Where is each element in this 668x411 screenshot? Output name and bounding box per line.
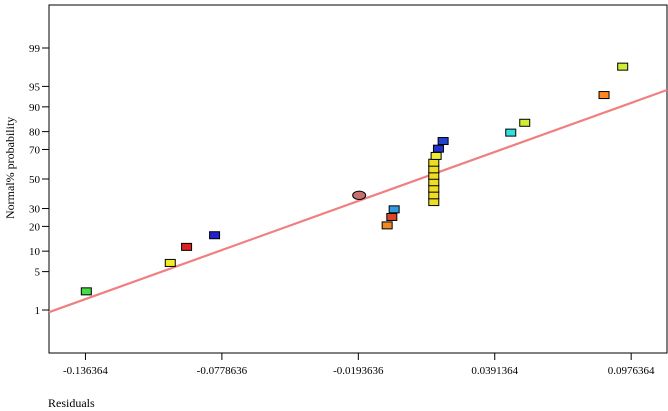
x-tick-label: -0.0193636 xyxy=(333,365,384,377)
data-point xyxy=(428,165,440,174)
y-tick-label: 50 xyxy=(29,174,41,186)
data-point xyxy=(617,62,629,71)
fit-line xyxy=(48,88,668,314)
data-point xyxy=(428,158,440,167)
y-tick-label: 99 xyxy=(29,43,41,55)
y-axis-ticks: 1 5 10 20 30 50 70 80 90 95 99 xyxy=(29,43,49,317)
data-point xyxy=(428,191,440,200)
data-point xyxy=(388,205,400,214)
y-tick-label: 10 xyxy=(29,246,41,258)
y-axis-title: Normal% probability xyxy=(3,116,17,219)
data-points xyxy=(80,62,629,296)
data-point xyxy=(519,118,531,127)
y-tick-label: 30 xyxy=(29,204,41,216)
y-tick-label: 95 xyxy=(29,81,41,93)
data-point xyxy=(428,178,440,187)
x-axis-ticks: -0.136364 -0.0778636 -0.0193636 0.0391364 0.… xyxy=(63,353,655,377)
x-tick-label: 0.0391364 xyxy=(471,365,518,377)
y-tick-label: 90 xyxy=(29,102,41,114)
data-point xyxy=(430,151,442,160)
data-point xyxy=(432,144,444,153)
data-point xyxy=(181,242,193,251)
y-tick-label: 70 xyxy=(29,144,41,156)
x-tick-label: -0.0778636 xyxy=(197,365,248,377)
data-point xyxy=(428,198,440,207)
data-point-circle xyxy=(352,190,367,201)
y-tick-label: 20 xyxy=(29,221,41,233)
y-tick-label: 80 xyxy=(29,127,41,139)
data-point xyxy=(505,128,517,137)
plot-frame xyxy=(48,4,668,354)
data-point xyxy=(164,258,176,267)
x-tick-label: 0.0976364 xyxy=(608,365,655,377)
data-point xyxy=(381,221,393,230)
fit-line-group xyxy=(48,88,668,314)
data-point xyxy=(598,91,610,100)
data-point xyxy=(386,212,398,221)
data-point xyxy=(209,231,221,240)
y-tick-label: 5 xyxy=(35,267,41,279)
data-point xyxy=(80,287,92,296)
data-point xyxy=(437,137,449,146)
y-tick-label: 1 xyxy=(35,305,41,317)
x-tick-label: -0.136364 xyxy=(63,365,108,377)
x-axis-title: Residuals xyxy=(48,396,95,410)
